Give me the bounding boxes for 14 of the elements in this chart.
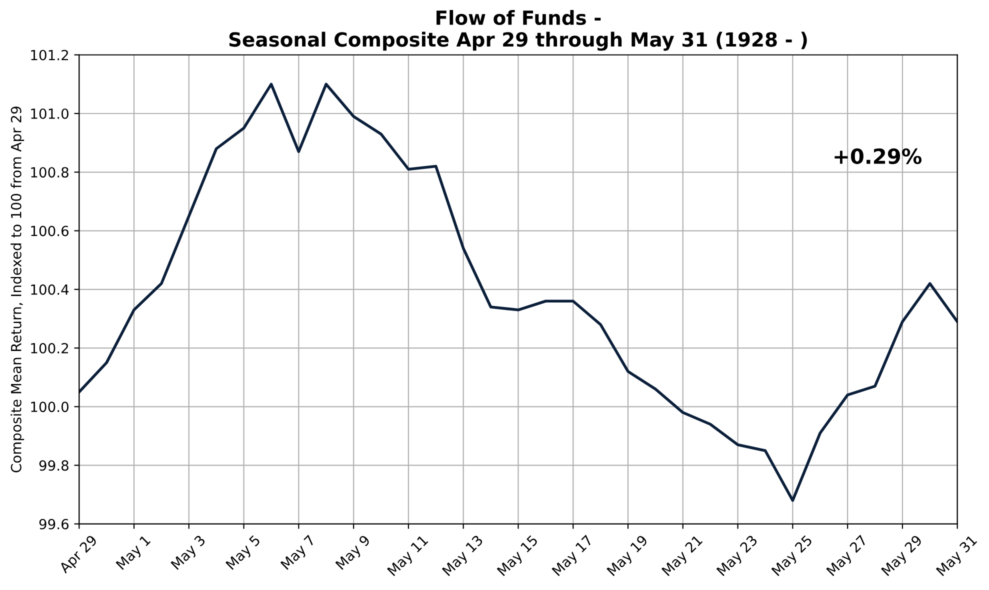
chart-title: Flow of Funds - Seasonal Composite Apr 29 through May 31 (1928 - ) (229, 10, 807, 51)
y-axis-title: Composite Mean Return, Indexed to 100 from Apr 29 (10, 106, 24, 472)
y-tick-label: 101.0 (31, 108, 68, 119)
x-tick-label: Apr 29 (58, 534, 100, 576)
line-series (79, 82, 958, 502)
y-tick-label: 99.8 (39, 460, 68, 471)
y-tick-label: 100.6 (31, 226, 69, 236)
y-tick-label: 100.8 (31, 167, 68, 178)
annotation: +0.29% (834, 148, 922, 164)
y-tick-label: 100.0 (31, 402, 68, 412)
y-tick-label: 99.6 (39, 518, 69, 530)
y-tick-label: 100.2 (31, 342, 68, 354)
y-tick-label: 100.4 (31, 284, 69, 295)
y-tick-label: 101.2 (31, 50, 68, 60)
